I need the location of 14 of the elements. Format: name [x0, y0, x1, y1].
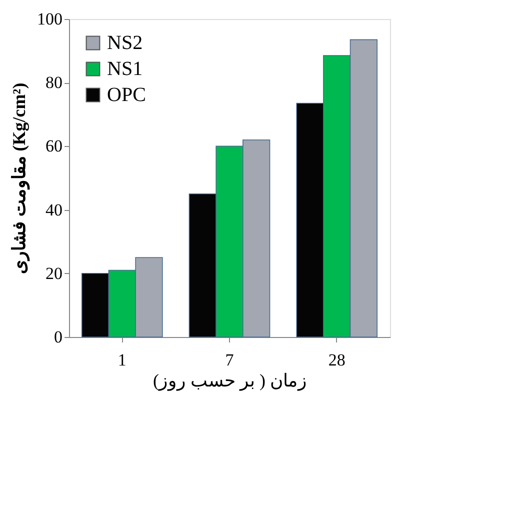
x-tick-label: 7 — [225, 350, 234, 370]
y-tick-label: 40 — [46, 200, 62, 220]
y-tick-label: 60 — [46, 136, 62, 156]
x-tick-label: 28 — [328, 350, 346, 370]
y-tick-label: 80 — [46, 73, 62, 92]
legend-label: OPC — [107, 84, 146, 106]
y-tick-label: 100 — [37, 10, 62, 28]
x-axis-title: زمان ( بر حسب روز) — [153, 370, 307, 392]
x-tick-label: 1 — [118, 350, 126, 370]
y-tick-label: 0 — [54, 328, 62, 346]
y-axis-title: مقاومت فشاری (Kg/cm²) — [9, 82, 30, 274]
y-tick-label: 20 — [46, 264, 62, 283]
legend-label: NS1 — [107, 58, 143, 80]
legend-label: NS2 — [107, 32, 143, 54]
